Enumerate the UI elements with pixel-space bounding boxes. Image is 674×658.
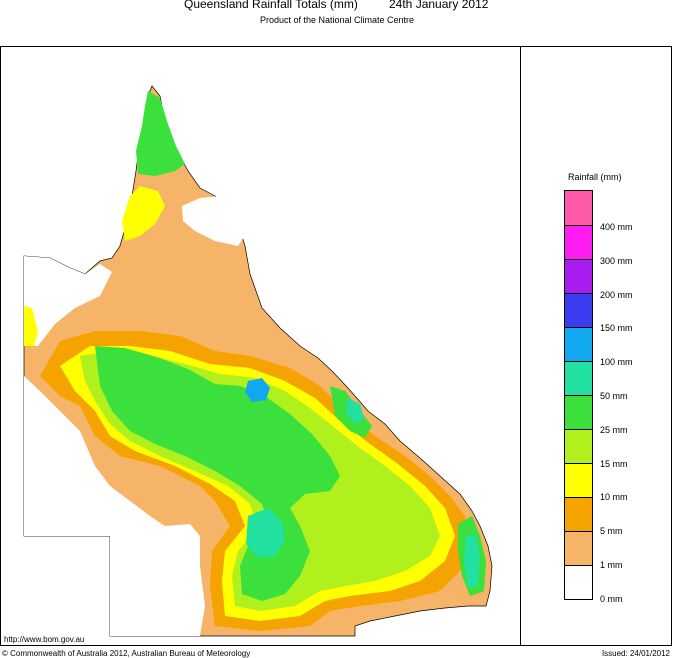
legend-label-0: 0 mm xyxy=(600,594,623,604)
legend-label-5: 5 mm xyxy=(600,526,623,536)
zone-0mm-cape xyxy=(182,196,248,246)
legend-label-150: 150 mm xyxy=(600,323,633,333)
zone-50-100mm-southeast xyxy=(464,534,480,588)
zone-50-100mm-coast xyxy=(346,398,364,424)
legend-title: Rainfall (mm) xyxy=(568,172,622,182)
legend-swatch-5-10 xyxy=(565,497,592,531)
legend-label-400: 400 mm xyxy=(600,222,633,232)
legend-label-15: 15 mm xyxy=(600,459,628,469)
legend-swatch-25-50 xyxy=(565,395,592,429)
zone-cape-york-green xyxy=(136,91,185,176)
legend-swatch-50-100 xyxy=(565,361,592,395)
zone-cape-york-yellow xyxy=(122,186,165,241)
legend-label-10: 10 mm xyxy=(600,492,628,502)
legend-swatch-15-25 xyxy=(565,429,592,463)
legend-label-200: 200 mm xyxy=(600,290,633,300)
map-subtitle: Product of the National Climate Centre xyxy=(259,15,415,25)
website-url: http://www.bom.gov.au xyxy=(4,635,85,644)
legend-swatch-1-5 xyxy=(565,531,592,565)
legend-label-1: 1 mm xyxy=(600,560,623,570)
legend-swatch-200-300 xyxy=(565,259,592,293)
legend-swatch-0-1 xyxy=(565,565,592,599)
legend-divider xyxy=(520,46,521,646)
legend-swatch-150-200 xyxy=(565,293,592,327)
issued-date: Issued: 24/01/2012 xyxy=(601,649,670,658)
legend-swatch-300-400 xyxy=(565,225,592,259)
title-text: Queensland Rainfall Totals (mm) xyxy=(184,0,358,11)
legend-swatch-100-150 xyxy=(565,327,592,361)
legend-label-25: 25 mm xyxy=(600,425,628,435)
map-frame xyxy=(0,46,672,646)
legend-swatch-above-400 xyxy=(565,191,592,225)
legend-label-300: 300 mm xyxy=(600,256,633,266)
zone-0mm-southwest xyxy=(24,376,205,636)
zone-50-100mm-south xyxy=(246,508,285,558)
legend-label-100: 100 mm xyxy=(600,357,633,367)
title-date: 24th January 2012 xyxy=(389,0,489,11)
legend-swatch-10-15 xyxy=(565,463,592,497)
rainfall-map xyxy=(23,85,493,637)
zone-gulf-yellow xyxy=(24,306,38,346)
legend-label-50: 50 mm xyxy=(600,391,628,401)
copyright-notice: © Commonwealth of Australia 2012, Austra… xyxy=(2,649,251,658)
zone-0mm-northwest xyxy=(24,256,112,346)
zone-100-150mm xyxy=(245,378,270,402)
legend-color-bar xyxy=(564,190,593,600)
